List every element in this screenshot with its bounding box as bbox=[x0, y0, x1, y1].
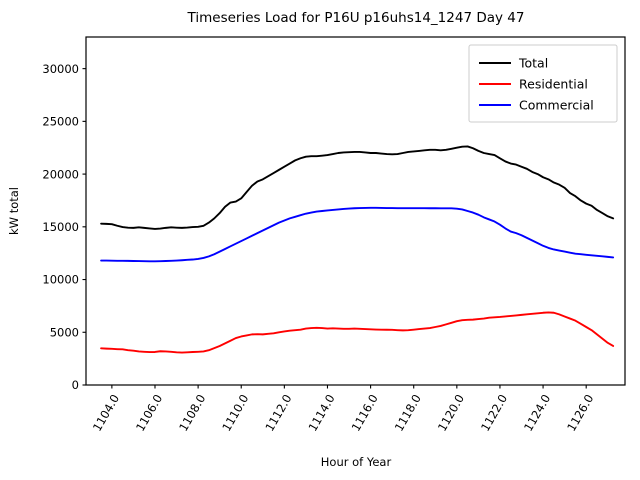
y-tick-labels: 0 5000 10000 15000 20000 25000 30000 bbox=[42, 62, 79, 392]
plot-frame bbox=[85, 36, 626, 386]
legend-label-commercial: Commercial bbox=[519, 98, 594, 113]
data-series-group bbox=[100, 145, 615, 354]
y-tick-label: 10000 bbox=[42, 273, 79, 287]
chart-legend[interactable]: Total Residential Commercial bbox=[468, 44, 618, 123]
y-tick-label: 5000 bbox=[50, 325, 79, 339]
legend-background bbox=[468, 44, 618, 123]
series-line-commercial bbox=[100, 206, 615, 263]
y-axis-label: kW total bbox=[7, 187, 21, 235]
y-tick-label: 25000 bbox=[42, 115, 79, 129]
x-axis-label: Hour of Year bbox=[321, 455, 392, 469]
series-line-total bbox=[100, 145, 615, 230]
y-tick-label: 20000 bbox=[42, 167, 79, 181]
y-tick-label: 30000 bbox=[42, 62, 79, 76]
chart-title: Timeseries Load for P16U p16uhs14_1247 D… bbox=[187, 10, 525, 26]
y-tick-label: 15000 bbox=[42, 220, 79, 234]
legend-label-total: Total bbox=[518, 56, 548, 71]
y-tick-label: 0 bbox=[72, 378, 79, 392]
series-line-residential bbox=[100, 311, 615, 354]
legend-label-residential: Residential bbox=[519, 77, 588, 92]
